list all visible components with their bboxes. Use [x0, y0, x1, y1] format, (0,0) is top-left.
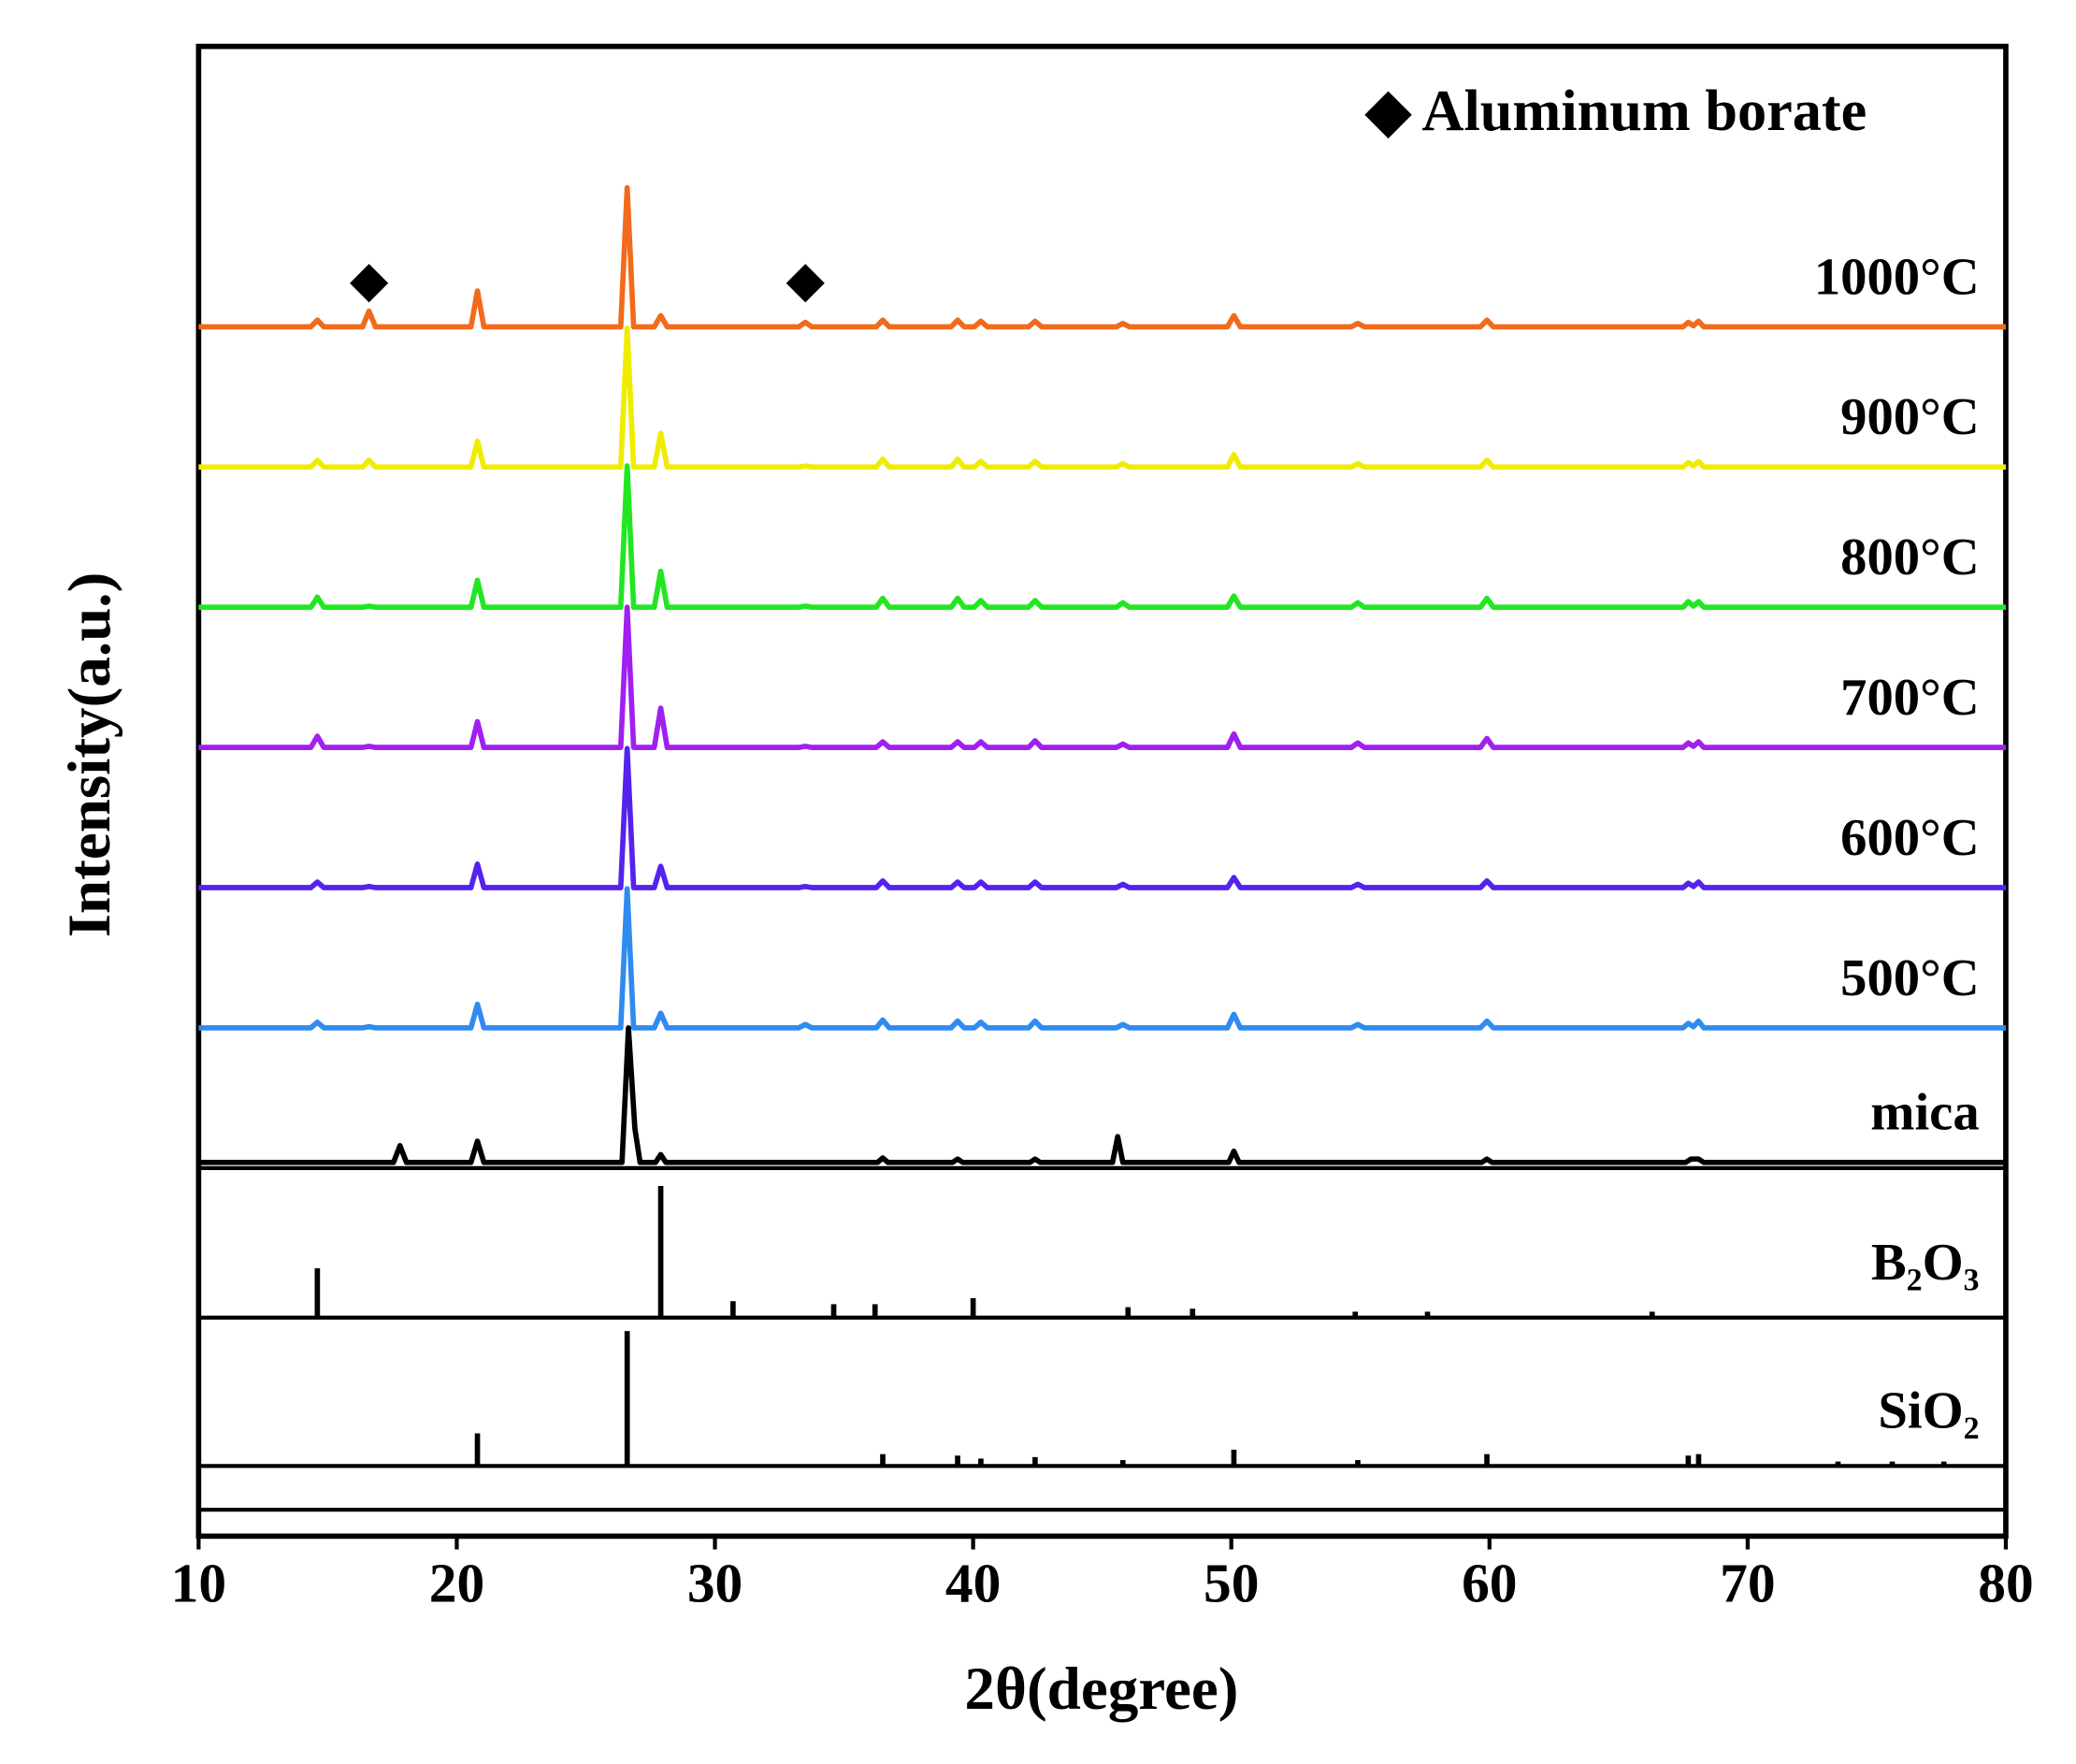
series-label: 800°C: [1840, 528, 1979, 586]
trace: [198, 886, 2006, 1031]
reference-label: SiO₂: [1878, 1382, 1979, 1440]
series-label: mica: [1870, 1084, 1979, 1142]
trace: [198, 604, 2006, 750]
series-label: 1000°C: [1814, 248, 1980, 306]
trace: [198, 325, 2006, 470]
trace: [198, 1025, 2006, 1165]
x-tick-label: 30: [687, 1553, 742, 1614]
plot-frame: [195, 43, 2009, 1540]
series-label: 700°C: [1840, 669, 1979, 727]
x-tick-label: 80: [1978, 1553, 2033, 1614]
trace: [198, 463, 2006, 611]
x-tick-label: 40: [945, 1553, 1001, 1614]
x-tick-label: 70: [1720, 1553, 1775, 1614]
x-tick-label: 50: [1204, 1553, 1259, 1614]
x-tick-label: 20: [429, 1553, 484, 1614]
x-tick-label: 60: [1462, 1553, 1517, 1614]
peak-marker: ◆: [786, 254, 826, 307]
x-axis-title: 2θ(degree): [964, 1656, 1238, 1723]
series-label: 500°C: [1840, 949, 1979, 1007]
peak-marker: ◆: [350, 254, 389, 307]
series-label: 600°C: [1840, 809, 1979, 867]
reference-label: B₂O₃: [1871, 1234, 1980, 1292]
trace: [198, 745, 2006, 890]
annotation: ◆ Aluminum borate: [1363, 79, 1867, 143]
y-axis-title: Intensity(a.u.): [56, 572, 123, 938]
x-tick-label: 10: [171, 1553, 226, 1614]
trace: [198, 184, 2006, 330]
series-label: 900°C: [1840, 388, 1979, 446]
